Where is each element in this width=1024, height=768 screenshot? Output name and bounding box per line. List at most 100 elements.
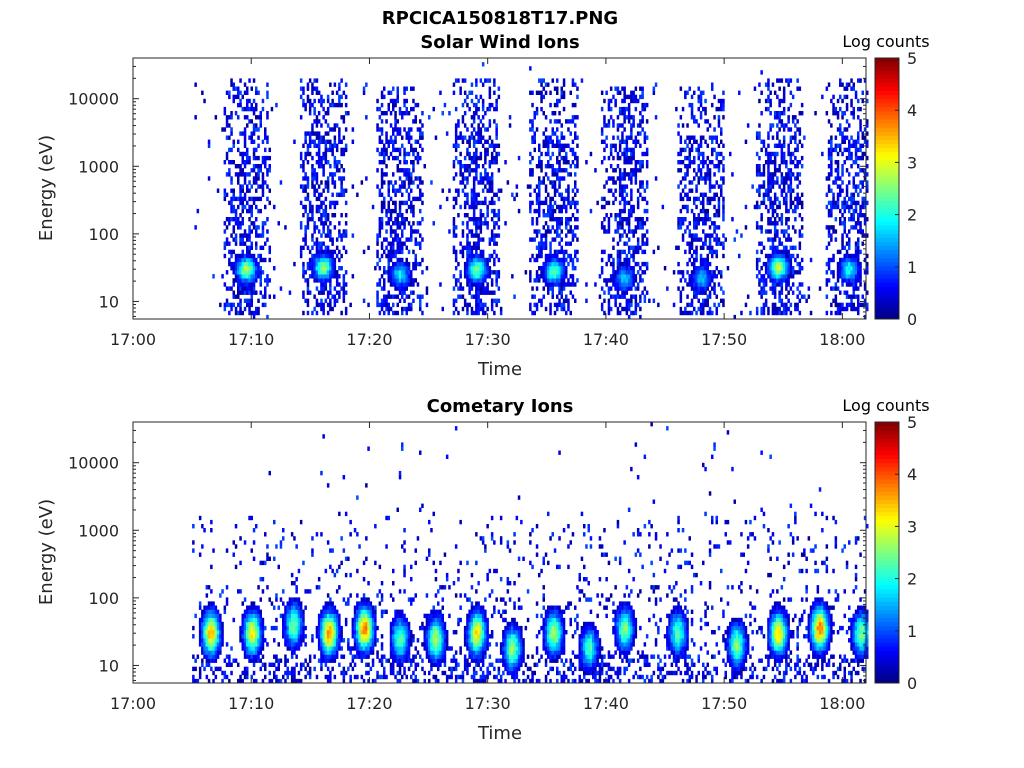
heatmap-cell	[311, 310, 314, 316]
heatmap-cell	[338, 233, 341, 238]
heatmap-cell	[771, 253, 775, 259]
heatmap-cell	[333, 164, 337, 169]
heatmap-cell	[344, 127, 348, 132]
heatmap-cell	[621, 217, 624, 222]
heatmap-cell	[623, 98, 626, 104]
heatmap-cell	[538, 204, 541, 210]
solar-wind-panel: Solar Wind Ions Log counts Time Energy (…	[36, 32, 930, 380]
heatmap-cell	[261, 192, 265, 197]
heatmap-cell	[704, 261, 707, 267]
heatmap-cell	[259, 282, 262, 287]
heatmap-cell	[852, 180, 855, 185]
heatmap-cell	[778, 306, 781, 312]
heatmap-cell	[850, 135, 853, 140]
heatmap-cell	[416, 282, 420, 287]
heatmap-cell	[273, 204, 276, 210]
heatmap-cell	[553, 200, 557, 206]
heatmap-cell	[246, 266, 249, 271]
heatmap-cell	[600, 266, 604, 271]
heatmap-cell	[477, 261, 480, 267]
heatmap-cell	[466, 94, 469, 100]
heatmap-cell	[225, 286, 229, 291]
heatmap-cell	[641, 184, 644, 189]
heatmap-cell	[785, 237, 788, 242]
heatmap-cell	[854, 147, 858, 153]
heatmap-cell	[713, 286, 716, 291]
heatmap-cell	[755, 261, 759, 267]
heatmap-cell	[690, 241, 694, 246]
heatmap-cell	[306, 221, 310, 226]
heatmap-cell	[798, 282, 802, 287]
heatmap-cell	[421, 310, 424, 316]
heatmap-cell	[684, 172, 687, 177]
heatmap-cell	[697, 86, 700, 91]
heatmap-cell	[717, 196, 721, 202]
heatmap-cell	[787, 106, 790, 112]
heatmap-cell	[780, 221, 784, 226]
heatmap-cell	[845, 302, 849, 308]
heatmap-cell	[495, 127, 498, 132]
heatmap-cell	[315, 151, 319, 157]
heatmap-cell	[830, 139, 833, 144]
heatmap-cell	[266, 314, 269, 320]
heatmap-cell	[410, 225, 413, 230]
heatmap-cell	[228, 135, 231, 140]
heatmap-cell	[472, 278, 476, 283]
heatmap-cell	[544, 257, 548, 263]
heatmap-cell	[782, 135, 786, 140]
heatmap-cell	[785, 160, 788, 165]
heatmap-cell	[264, 160, 267, 165]
heatmap-cell	[560, 196, 563, 202]
heatmap-cell	[861, 302, 864, 308]
heatmap-cell	[630, 266, 633, 271]
heatmap-cell	[621, 261, 624, 267]
heatmap-cell	[484, 274, 487, 279]
heatmap-cell	[639, 143, 642, 148]
heatmap-cell	[859, 221, 862, 226]
heatmap-cell	[264, 164, 267, 169]
heatmap-cell	[333, 102, 337, 108]
heatmap-cell	[715, 180, 718, 185]
heatmap-cell	[722, 302, 725, 308]
heatmap-cell	[632, 274, 635, 279]
heatmap-cell	[398, 237, 402, 242]
heatmap-cell	[544, 127, 548, 132]
heatmap-cell	[791, 253, 795, 259]
heatmap-cell	[600, 225, 604, 230]
heatmap-cell	[324, 213, 328, 218]
heatmap-cell	[767, 86, 770, 91]
heatmap-cell	[641, 164, 644, 169]
heatmap-cell	[609, 147, 613, 153]
heatmap-cell	[767, 184, 770, 189]
heatmap-cell	[396, 90, 399, 95]
heatmap-cell	[472, 180, 476, 185]
heatmap-cell	[556, 233, 559, 238]
heatmap-cell	[311, 208, 314, 214]
heatmap-cell	[493, 106, 496, 112]
heatmap-cell	[866, 164, 869, 169]
heatmap-cell	[643, 102, 647, 108]
heatmap-cell	[488, 290, 492, 295]
heatmap-cell	[771, 278, 775, 283]
heatmap-cell	[542, 111, 545, 116]
heatmap-cell	[848, 245, 851, 250]
heatmap-cell	[771, 257, 775, 263]
heatmap-cell	[605, 213, 608, 218]
heatmap-cell	[841, 200, 844, 206]
heatmap-cell	[630, 90, 633, 95]
heatmap-cell	[535, 208, 539, 214]
heatmap-cell	[342, 233, 346, 238]
heatmap-cell	[841, 115, 844, 120]
heatmap-cell	[839, 257, 842, 263]
heatmap-cell	[376, 233, 379, 238]
heatmap-cell	[317, 266, 321, 271]
heatmap-cell	[549, 270, 552, 275]
heatmap-cell	[711, 233, 714, 238]
heatmap-cell	[686, 164, 689, 169]
heatmap-cell	[317, 249, 321, 255]
heatmap-cell	[645, 266, 649, 271]
heatmap-cell	[551, 143, 554, 148]
heatmap-cell	[392, 200, 395, 206]
heatmap-cell	[380, 139, 384, 144]
heatmap-cell	[836, 192, 840, 197]
